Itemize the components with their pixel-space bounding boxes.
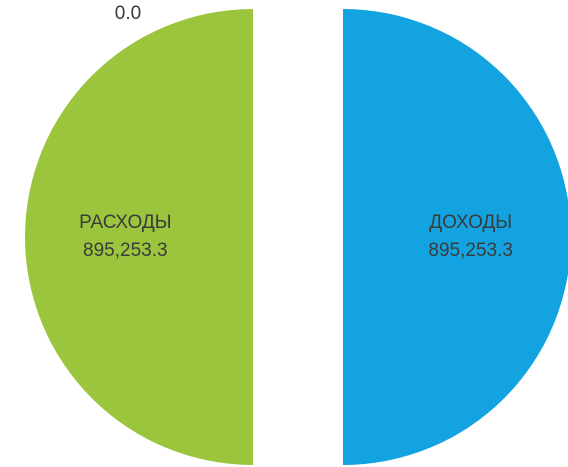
slice-category-label: ДОХОДЫ xyxy=(429,212,512,233)
slice-value-label: 895,253.3 xyxy=(83,240,168,261)
slice-value-label: 0.0 xyxy=(115,3,141,24)
pie-slice xyxy=(343,9,568,465)
slice-value-label: 895,253.3 xyxy=(428,240,513,261)
pie-slice xyxy=(25,9,253,465)
slice-category-label: РАСХОДЫ xyxy=(79,212,171,233)
